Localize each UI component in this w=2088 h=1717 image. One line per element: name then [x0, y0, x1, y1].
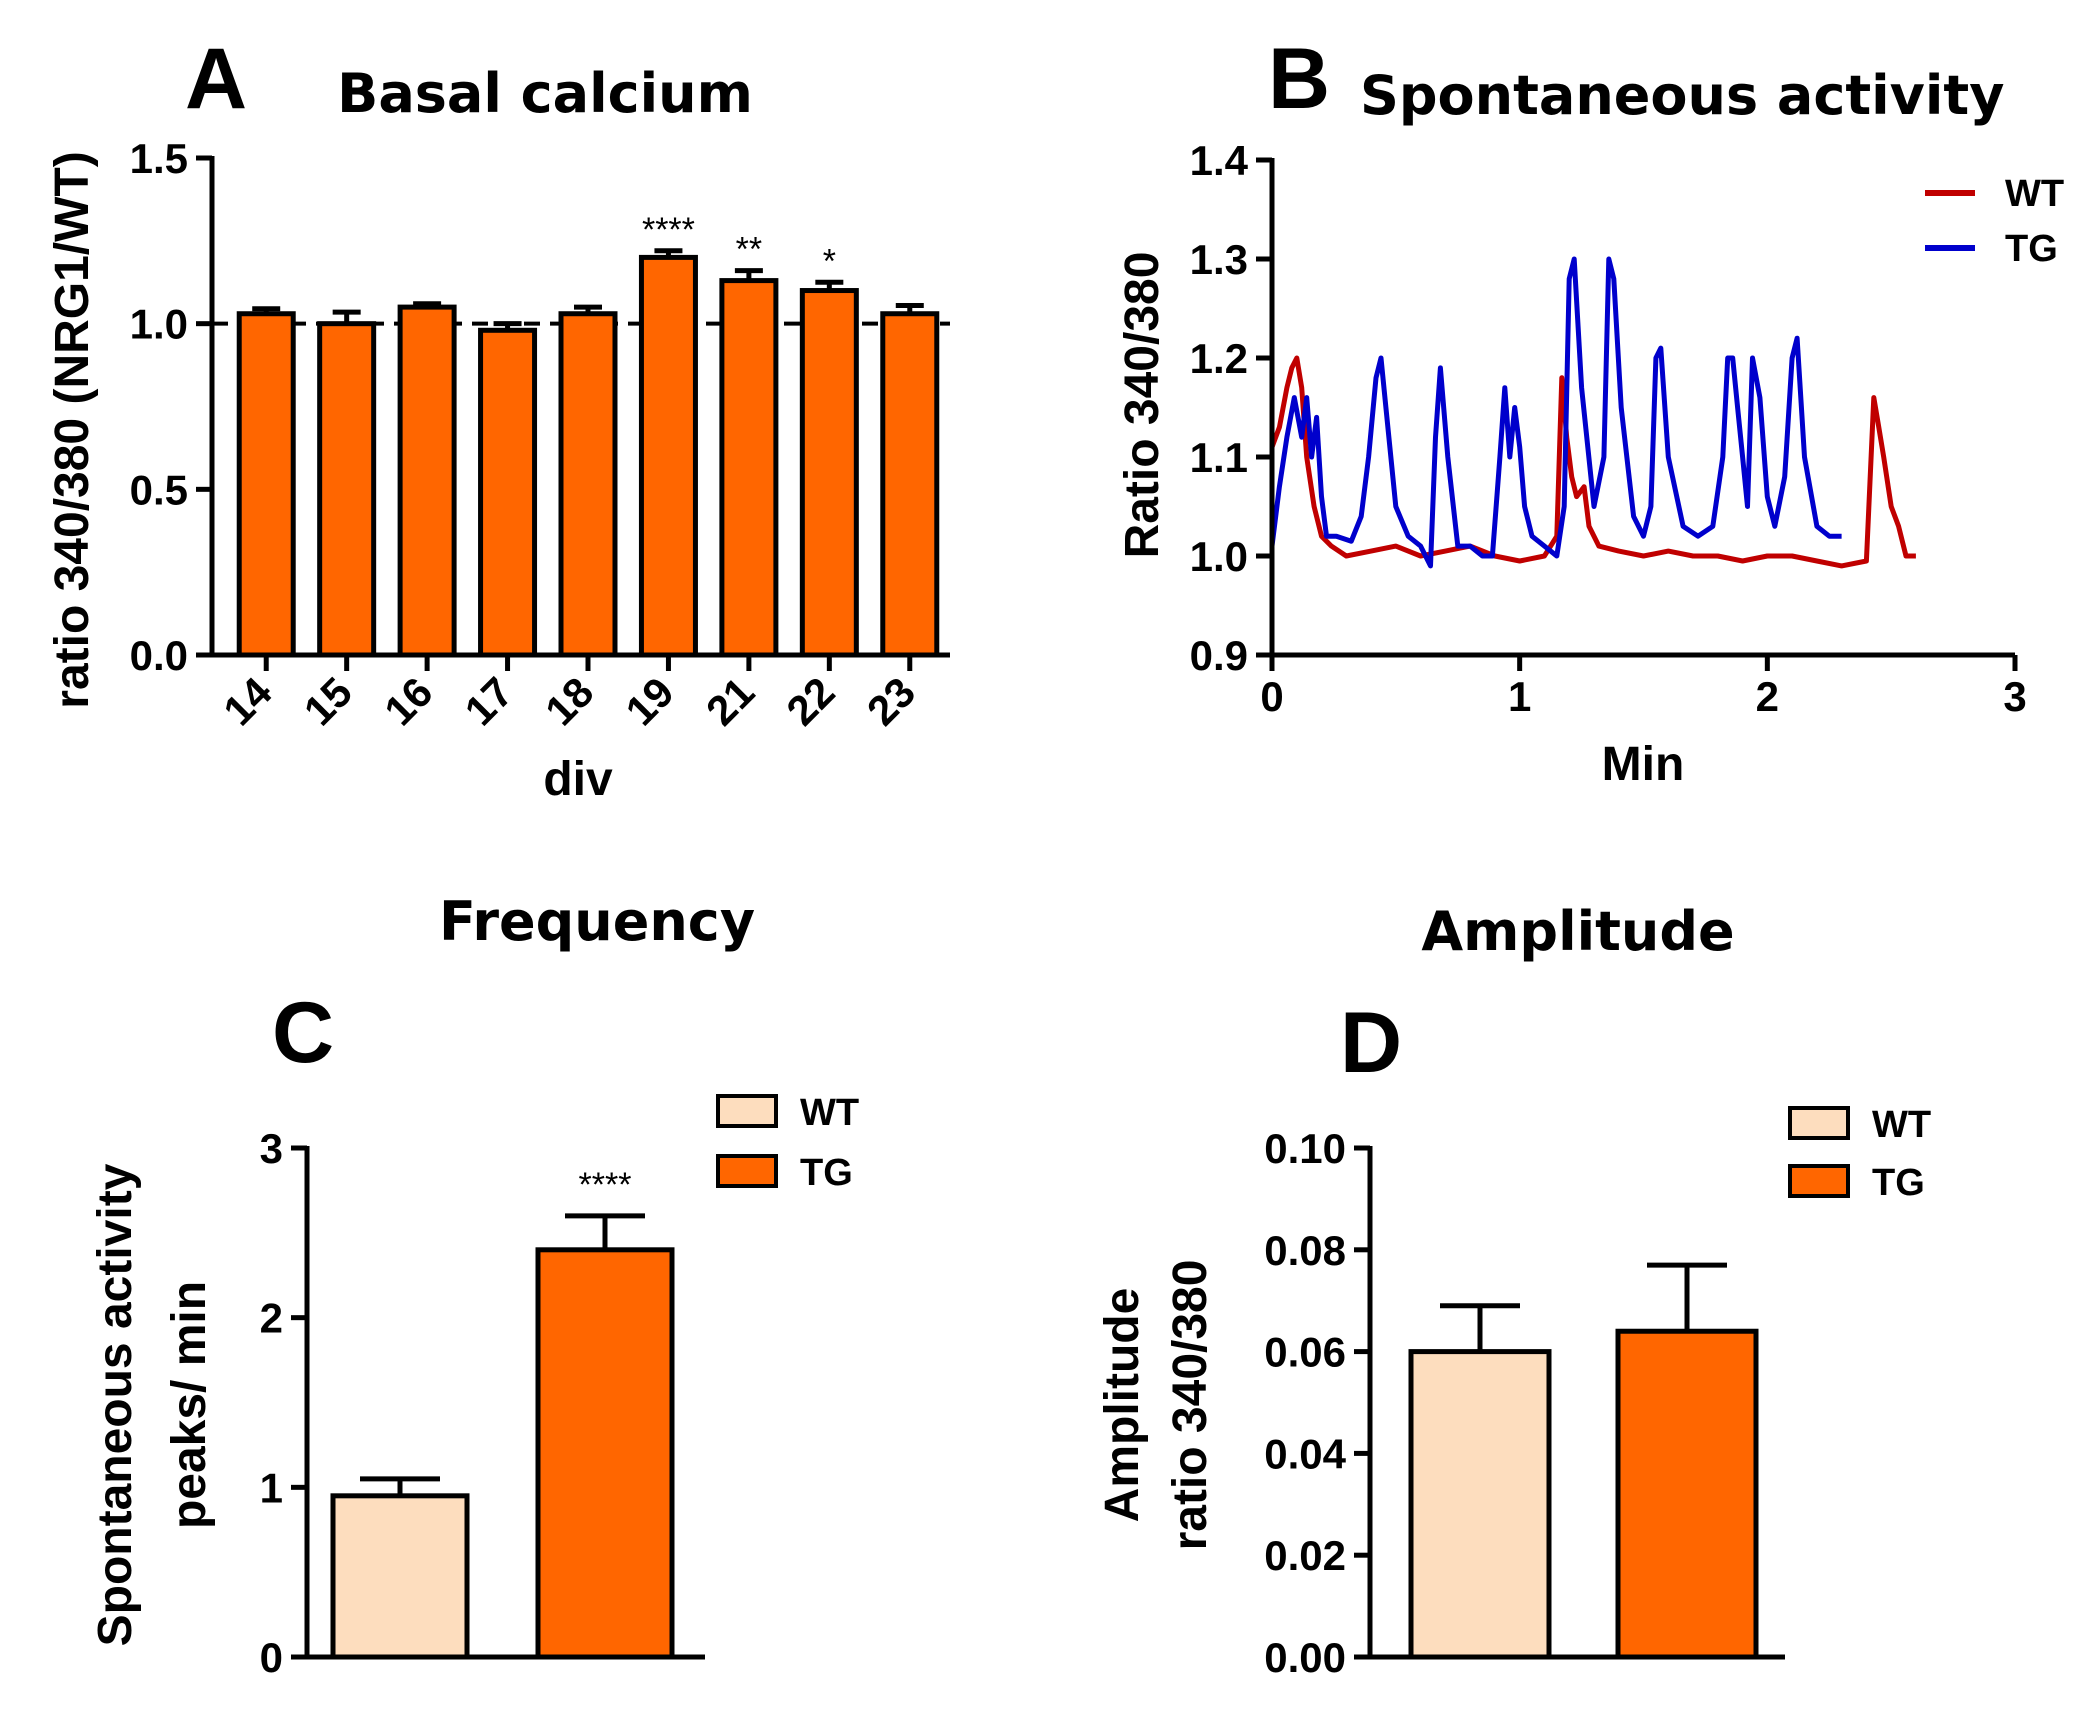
panel-a-ylabel: ratio 340/380 (NRG1/WT) [46, 151, 99, 708]
panel-d-y-tick-label: 0.02 [1264, 1532, 1346, 1579]
panel-d: Amplitude D Amplitude ratio 340/380 0.00… [1096, 900, 1931, 1681]
bar [478, 327, 538, 658]
legend-tg-swatch [1788, 1164, 1850, 1198]
significance-label: **** [579, 1166, 632, 1204]
panel-b-x-tick-label: 0 [1260, 673, 1283, 720]
significance-label: * [823, 242, 836, 280]
panel-c: Frequency C Spontaneous activity peaks/ … [89, 890, 859, 1681]
panel-b-legend: WT TG [1925, 173, 2064, 270]
panel-b-y-tick-label: 1.0 [1190, 533, 1248, 580]
panel-d-letter: D [1340, 995, 1402, 1091]
panel-c-y-tick-label: 1 [260, 1464, 283, 1511]
bar-tg [1615, 1328, 1759, 1660]
panel-d-y-tick-label: 0.00 [1264, 1634, 1346, 1681]
panel-d-ylabel-line2: ratio 340/380 [1164, 1260, 1217, 1551]
panel-d-y-tick-label: 0.06 [1264, 1329, 1346, 1376]
panel-c-legend: WT TG [716, 1092, 859, 1194]
panel-a-y-tick-label: 1.0 [130, 301, 188, 348]
panel-c-y-tick-label: 3 [260, 1125, 283, 1172]
panel-b-x-tick-label: 1 [1508, 673, 1531, 720]
panel-a-y-tick-label: 0.5 [130, 466, 188, 513]
panel-d-ylabel-line1: Amplitude [1096, 1288, 1149, 1523]
panel-c-ylabel-line1: Spontaneous activity [89, 1163, 142, 1646]
panel-b-y-tick-label: 1.2 [1190, 335, 1248, 382]
bar [719, 278, 779, 658]
x-tick-label: 14 [214, 668, 281, 735]
x-tick-label: 23 [858, 668, 924, 734]
legend-wt-label: WT [800, 1092, 859, 1134]
panel-b-x-tick-label: 2 [1756, 673, 1779, 720]
panel-a: A Basal calcium ratio 340/380 (NRG1/WT) … [46, 31, 950, 806]
panel-a-y-tick-label: 1.5 [130, 135, 188, 182]
bar-tg [535, 1247, 675, 1660]
panel-b-title: Spontaneous activity [1360, 64, 2004, 127]
panel-b-y-tick-label: 1.3 [1190, 236, 1248, 283]
x-tick-label: 18 [536, 668, 602, 734]
panel-d-y-tick-label: 0.10 [1264, 1125, 1346, 1172]
panel-b-axes: 0.9 1.0 1.1 1.2 1.3 1.4 0 1 2 3 [1190, 137, 2027, 720]
significance-label: **** [642, 211, 695, 249]
panel-b-y-tick-label: 1.4 [1190, 137, 1249, 184]
panel-b-xlabel: Min [1602, 738, 1685, 791]
bar [799, 288, 859, 658]
panel-c-ylabel-line2: peaks/ min [163, 1281, 216, 1529]
legend-wt-swatch [716, 1094, 778, 1128]
panel-a-letter: A [185, 31, 247, 127]
legend-wt-label: WT [1872, 1104, 1931, 1146]
bar [880, 311, 940, 658]
significance-label: ** [736, 231, 762, 269]
panel-a-y-tick-label: 0.0 [130, 632, 188, 679]
panel-a-xlabel: div [543, 753, 613, 806]
panel-d-bars [1408, 1262, 1759, 1660]
panel-a-bars: ****** * [212, 211, 950, 658]
panel-a-title: Basal calcium [337, 62, 753, 125]
legend-wt-swatch [1788, 1106, 1850, 1140]
legend-tg-swatch [716, 1154, 778, 1188]
panel-b-ylabel: Ratio 340/380 [1116, 252, 1169, 559]
panel-b-y-tick-label: 1.1 [1190, 434, 1248, 481]
panel-c-y-tick-label: 0 [260, 1634, 283, 1681]
x-tick-label: 16 [375, 668, 441, 734]
panel-c-y-tick-label: 2 [260, 1295, 283, 1342]
panel-b-lines [1269, 256, 1916, 569]
bar [638, 254, 698, 658]
bar-wt [1408, 1349, 1552, 1660]
x-tick-label: 15 [295, 668, 361, 734]
bar [317, 321, 377, 658]
panel-b-letter: B [1268, 31, 1330, 127]
x-tick-label: 19 [617, 668, 683, 734]
series-tg-line [1269, 256, 1842, 569]
panel-d-axes: 0.00 0.02 0.04 0.06 0.08 0.10 [1264, 1125, 1785, 1681]
legend-tg-label: TG [2005, 228, 2058, 270]
panel-d-y-tick-label: 0.08 [1264, 1227, 1346, 1274]
panel-c-letter: C [272, 985, 334, 1081]
x-tick-label: 17 [456, 668, 522, 734]
legend-tg-label: TG [800, 1152, 853, 1194]
bar [397, 304, 457, 658]
x-tick-label: 21 [697, 668, 763, 734]
bar [236, 311, 296, 658]
panel-b-x-tick-label: 3 [2003, 673, 2026, 720]
panel-b: B Spontaneous activity Ratio 340/380 Min… [1116, 31, 2064, 791]
bar [558, 311, 618, 658]
legend-wt-label: WT [2005, 173, 2064, 215]
panel-d-y-tick-label: 0.04 [1264, 1430, 1346, 1477]
panel-d-title: Amplitude [1421, 900, 1734, 963]
legend-tg-label: TG [1872, 1162, 1925, 1204]
panel-c-title: Frequency [439, 890, 755, 953]
x-tick-label: 22 [777, 668, 843, 734]
panel-b-y-tick-label: 0.9 [1190, 632, 1248, 679]
series-wt-line [1269, 355, 1916, 569]
bar-wt [330, 1493, 470, 1660]
panel-c-axes: 0 1 2 3 [260, 1125, 705, 1681]
panel-c-bars: **** [330, 1166, 675, 1660]
panel-d-legend: WT TG [1788, 1104, 1931, 1204]
